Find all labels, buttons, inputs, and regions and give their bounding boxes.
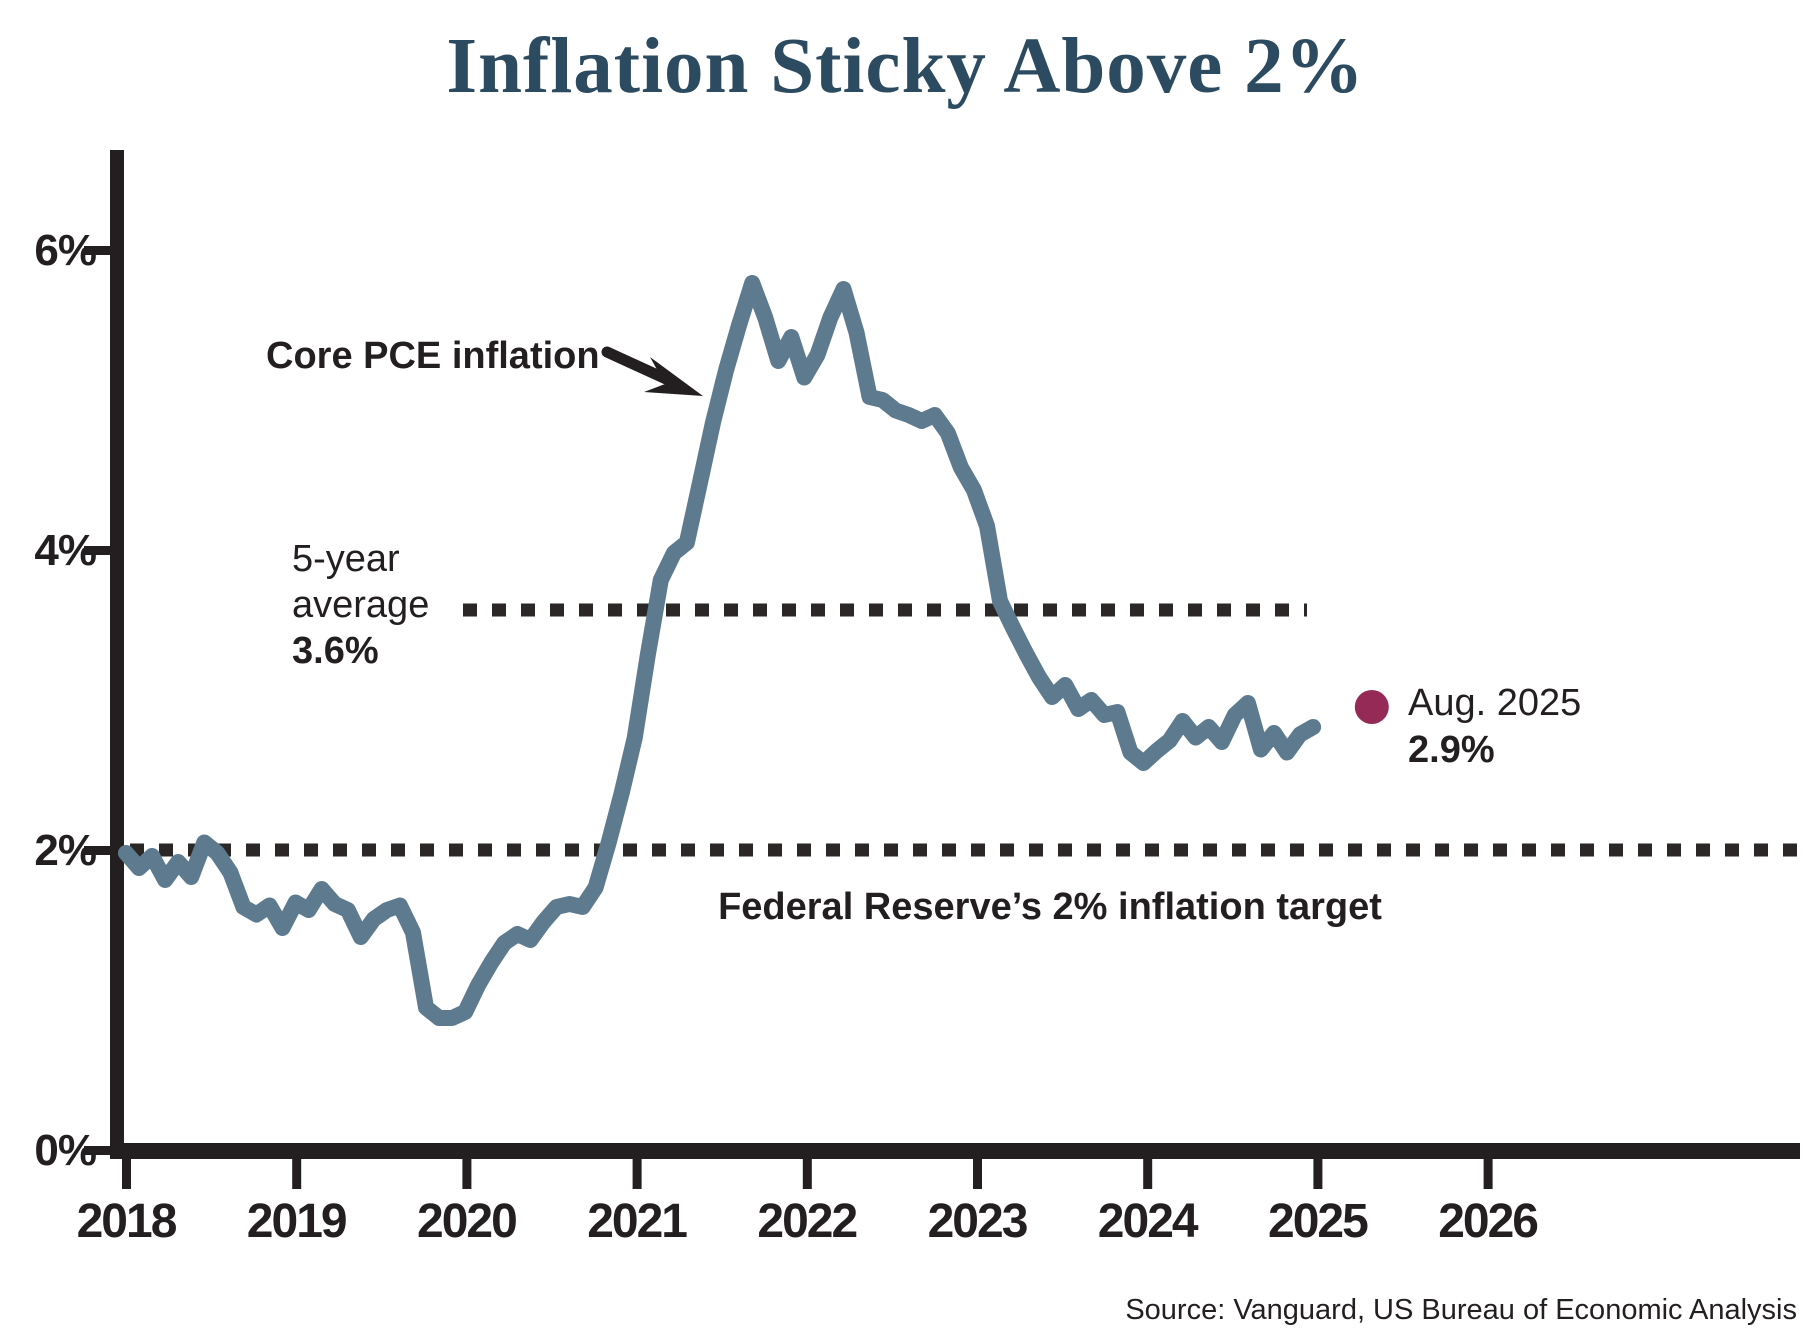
fed-target-label: Federal Reserve’s 2% inflation target — [718, 886, 1382, 928]
y-tick-4 — [84, 546, 110, 555]
y-tick-label-0: 0% — [34, 1126, 96, 1175]
x-tick-label-2023: 2023 — [928, 1195, 1027, 1248]
y-tick-label-2: 2% — [34, 826, 96, 875]
latest-point-marker — [1354, 690, 1389, 724]
x-tick-2020 — [462, 1159, 472, 1189]
x-tick-label-2019: 2019 — [247, 1195, 346, 1248]
y-axis — [110, 150, 124, 1159]
source-credit: Source: Vanguard, US Bureau of Economic … — [1125, 1294, 1797, 1326]
x-tick-label-2024: 2024 — [1098, 1195, 1199, 1248]
latest-date: Aug. 2025 — [1408, 682, 1582, 724]
x-tick-label-2025: 2025 — [1268, 1195, 1368, 1248]
x-tick-2026 — [1483, 1159, 1493, 1189]
avg-label-line2: average — [292, 584, 430, 626]
avg-label-value: 3.6% — [292, 630, 379, 672]
five-year-average-label: 5-year average 3.6% — [292, 536, 429, 674]
x-tick-label-2018: 2018 — [77, 1195, 177, 1248]
x-tick-label-2026: 2026 — [1438, 1195, 1537, 1248]
avg-label-line1: 5-year — [292, 538, 400, 580]
x-tick-label-2022: 2022 — [757, 1195, 856, 1248]
x-tick-2023 — [973, 1159, 982, 1189]
x-tick-2021 — [632, 1159, 642, 1189]
y-tick-label-6: 6% — [34, 226, 96, 275]
core-pce-label: Core PCE inflation — [266, 335, 600, 377]
y-tick-label-4: 4% — [34, 526, 96, 575]
y-tick-0 — [84, 1146, 110, 1155]
x-tick-2018 — [122, 1159, 131, 1189]
x-tick-2019 — [292, 1159, 302, 1189]
latest-point-label: Aug. 2025 2.9% — [1408, 680, 1581, 774]
chart-title: Inflation Sticky Above 2% — [446, 23, 1365, 110]
y-tick-2 — [84, 846, 110, 855]
x-tick-2024 — [1143, 1159, 1153, 1189]
x-tick-label-2020: 2020 — [417, 1195, 516, 1248]
core-pce-line — [118, 275, 1322, 1026]
latest-value: 2.9% — [1408, 729, 1495, 771]
plot-generated: 0% 2% 4% 6% 2018 2019 2020 2021 2022 2023 2024 2025… — [34, 226, 1800, 1248]
x-tick-2022 — [802, 1159, 812, 1189]
y-tick-6 — [84, 246, 110, 255]
x-tick-label-2021: 2021 — [587, 1195, 687, 1248]
x-tick-2025 — [1313, 1159, 1323, 1189]
x-axis — [110, 1143, 1800, 1159]
annotation-arrow-icon — [601, 346, 703, 396]
